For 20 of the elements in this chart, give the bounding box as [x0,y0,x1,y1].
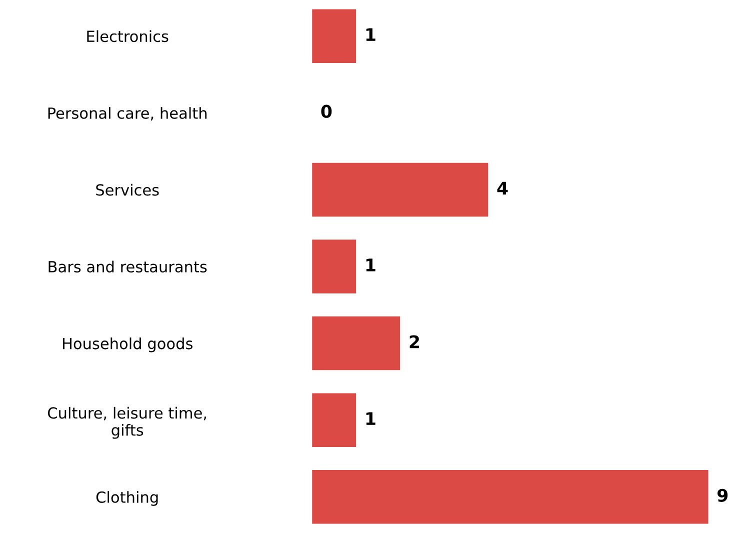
y-tick-label: Clothing [96,491,158,506]
data-label: 1 [366,412,376,425]
data-label: 9 [717,488,728,502]
bar [312,9,356,63]
y-tick-label: Culture, leisure time, gifts [48,406,206,439]
data-label: 0 [321,104,332,118]
bar [312,470,708,524]
y-tick-label: Electronics [87,30,168,42]
y-tick-label: Services [96,184,159,196]
data-label: 2 [410,335,420,348]
data-label: 1 [366,28,376,41]
bar [312,316,400,370]
bar [312,162,488,217]
data-label: 1 [366,258,376,272]
bar [312,240,356,294]
y-tick-label: Personal care, health [48,107,207,120]
data-label: 4 [497,182,508,194]
y-tick-label: Household goods [62,337,192,352]
bar [312,393,356,447]
y-tick-label: Bars and restaurants [48,260,207,273]
